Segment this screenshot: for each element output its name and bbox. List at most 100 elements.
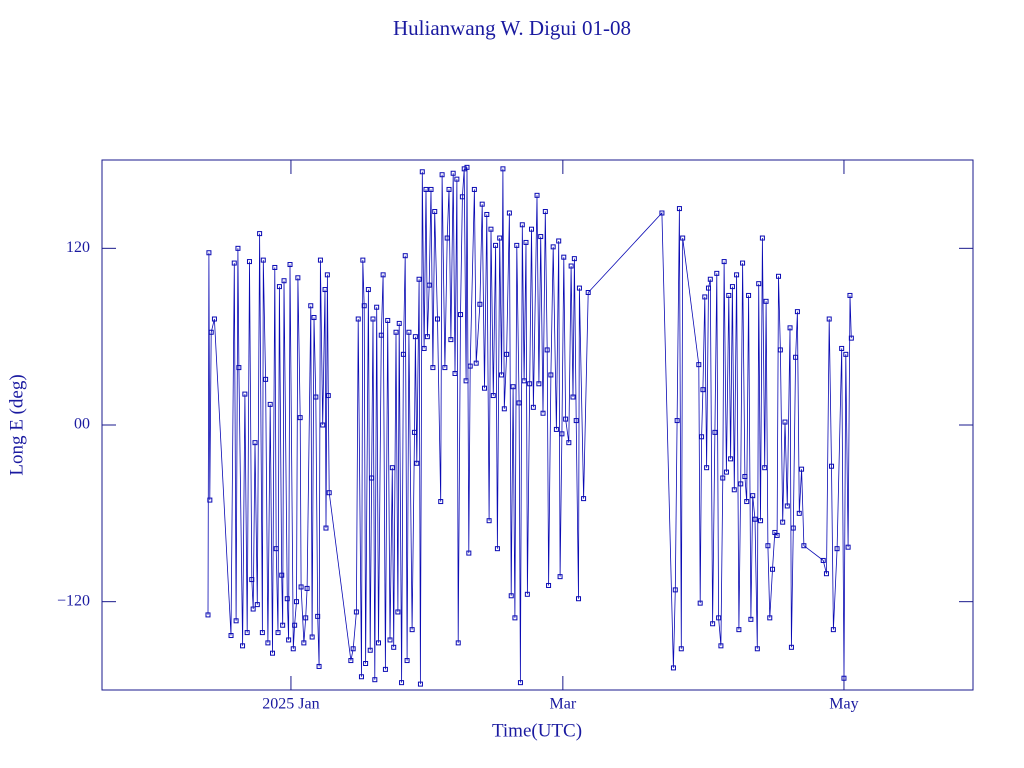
data-point xyxy=(738,481,744,487)
data-point xyxy=(576,596,582,602)
data-point xyxy=(416,276,422,282)
data-point xyxy=(292,622,298,628)
data-point xyxy=(540,410,546,416)
data-point xyxy=(514,242,520,248)
data-point xyxy=(353,609,359,615)
data-point xyxy=(762,465,768,471)
data-point xyxy=(459,194,465,200)
data-point xyxy=(409,627,415,633)
data-point xyxy=(510,384,516,390)
data-point xyxy=(399,680,405,686)
data-point xyxy=(205,612,211,618)
data-point xyxy=(794,309,800,315)
data-point xyxy=(780,519,786,525)
data-point xyxy=(454,176,460,182)
data-point xyxy=(207,497,213,503)
data-point xyxy=(830,627,836,633)
data-point xyxy=(497,235,503,241)
data-point xyxy=(424,334,430,340)
data-point xyxy=(508,593,514,599)
data-point xyxy=(705,285,711,291)
data-point xyxy=(559,431,565,437)
data-point xyxy=(290,646,296,652)
data-point xyxy=(585,290,591,295)
data-point xyxy=(309,634,315,640)
data-point xyxy=(742,474,748,480)
data-point xyxy=(304,585,310,591)
data-point xyxy=(252,440,258,446)
data-point xyxy=(301,640,307,646)
data-point xyxy=(380,272,386,278)
data-point xyxy=(776,273,782,279)
data-point xyxy=(389,465,395,471)
data-point xyxy=(286,637,292,643)
data-point xyxy=(700,387,706,393)
data-point xyxy=(843,351,849,357)
data-point xyxy=(260,257,266,263)
data-point xyxy=(702,294,708,300)
data-point xyxy=(750,493,756,499)
data-point xyxy=(464,164,470,170)
data-point xyxy=(315,613,321,619)
data-point xyxy=(544,347,550,353)
data-point xyxy=(411,429,417,435)
data-point xyxy=(372,677,378,683)
data-point xyxy=(265,640,271,646)
data-point xyxy=(845,544,851,550)
data-point xyxy=(325,393,331,399)
data-point xyxy=(777,347,783,353)
data-point xyxy=(482,385,488,391)
data-point xyxy=(788,644,794,650)
data-point xyxy=(466,550,472,556)
data-point xyxy=(823,571,829,577)
data-point xyxy=(782,419,788,425)
data-point xyxy=(439,172,445,178)
data-point xyxy=(396,320,402,326)
data-point xyxy=(726,292,732,298)
data-point xyxy=(355,316,361,322)
data-point xyxy=(790,525,796,531)
data-point xyxy=(267,401,273,407)
data-point xyxy=(714,270,720,276)
data-point xyxy=(391,644,397,650)
data-point xyxy=(756,281,762,287)
data-point xyxy=(754,646,760,652)
data-point xyxy=(385,317,391,323)
data-point xyxy=(774,532,780,538)
x-tick-label: May xyxy=(829,696,858,713)
data-point xyxy=(254,602,260,608)
data-point xyxy=(716,615,722,621)
data-point xyxy=(748,616,754,622)
data-point xyxy=(529,226,535,232)
data-point xyxy=(581,496,587,502)
data-point xyxy=(672,587,678,593)
data-point xyxy=(829,463,835,469)
data-point xyxy=(280,622,286,628)
data-point xyxy=(536,381,542,387)
data-point xyxy=(801,543,807,549)
data-point xyxy=(426,282,432,288)
data-point xyxy=(432,209,438,215)
data-point xyxy=(363,661,369,666)
data-point xyxy=(450,170,456,176)
data-point xyxy=(729,284,735,290)
data-point xyxy=(326,490,332,496)
data-point xyxy=(670,665,676,671)
data-point xyxy=(442,365,448,371)
data-point xyxy=(504,351,510,357)
data-point xyxy=(521,378,527,384)
data-point xyxy=(680,235,686,241)
data-point xyxy=(765,543,771,549)
data-point xyxy=(246,259,252,265)
data-point xyxy=(446,186,452,192)
data-point xyxy=(276,284,282,290)
data-point xyxy=(423,186,429,192)
data-point xyxy=(270,650,276,656)
data-point xyxy=(527,381,533,387)
data-point xyxy=(293,599,299,605)
data-point xyxy=(723,469,729,475)
data-point xyxy=(365,287,371,293)
data-point xyxy=(516,400,522,406)
data-point xyxy=(479,201,485,207)
data-point xyxy=(402,253,408,259)
